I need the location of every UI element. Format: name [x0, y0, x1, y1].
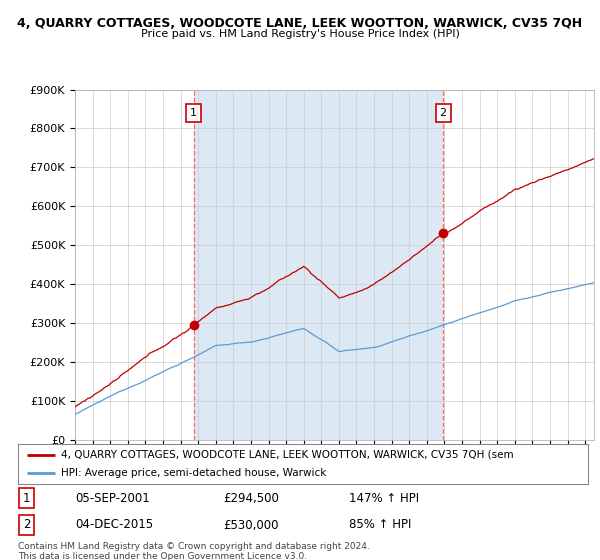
- Text: 147% ↑ HPI: 147% ↑ HPI: [349, 492, 419, 505]
- Bar: [194, 90, 443, 440]
- Text: 1: 1: [23, 492, 30, 505]
- Text: 1: 1: [190, 108, 197, 118]
- Text: 4, QUARRY COTTAGES, WOODCOTE LANE, LEEK WOOTTON, WARWICK, CV35 7QH: 4, QUARRY COTTAGES, WOODCOTE LANE, LEEK …: [17, 17, 583, 30]
- Text: £530,000: £530,000: [223, 519, 278, 531]
- Text: 85% ↑ HPI: 85% ↑ HPI: [349, 519, 411, 531]
- Text: HPI: Average price, semi-detached house, Warwick: HPI: Average price, semi-detached house,…: [61, 468, 326, 478]
- Text: 05-SEP-2001: 05-SEP-2001: [75, 492, 150, 505]
- Text: Price paid vs. HM Land Registry's House Price Index (HPI): Price paid vs. HM Land Registry's House …: [140, 29, 460, 39]
- Text: 4, QUARRY COTTAGES, WOODCOTE LANE, LEEK WOOTTON, WARWICK, CV35 7QH (sem: 4, QUARRY COTTAGES, WOODCOTE LANE, LEEK …: [61, 450, 514, 460]
- Text: 2: 2: [439, 108, 446, 118]
- Text: 2: 2: [23, 519, 30, 531]
- Text: Contains HM Land Registry data © Crown copyright and database right 2024.
This d: Contains HM Land Registry data © Crown c…: [18, 542, 370, 560]
- Text: 04-DEC-2015: 04-DEC-2015: [75, 519, 153, 531]
- Text: £294,500: £294,500: [223, 492, 279, 505]
